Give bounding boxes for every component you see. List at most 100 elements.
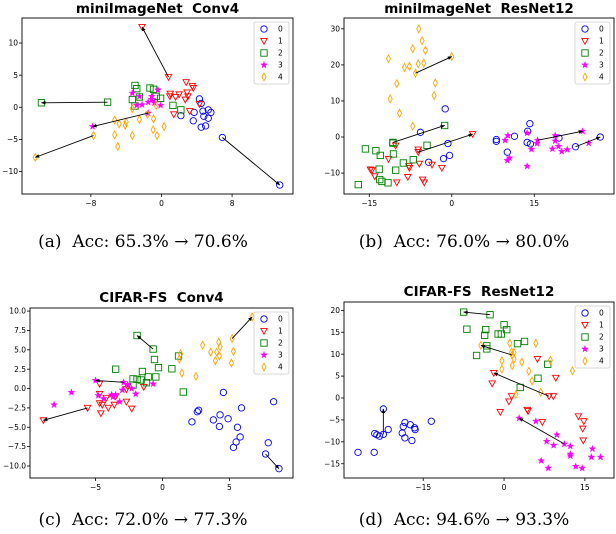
point-class-4: [529, 376, 535, 386]
point-class-3: [552, 430, 561, 439]
legend-label: 4: [278, 363, 283, 372]
point-class-4: [116, 119, 122, 129]
point-class-3: [578, 464, 587, 472]
subplot-c: CIFAR-FS Conv4 −5 0 5 −10.0 −7.5 −5.0 −2.5 0.0 2.…: [3, 290, 294, 530]
point-class-0: [237, 404, 246, 412]
point-class-4: [431, 90, 437, 101]
point-class-0: [194, 406, 203, 414]
point-class-1: [414, 149, 423, 157]
y-tick-label: 7.5: [14, 326, 26, 335]
subplot-b: miniImageNet ResNet12 −15 0 15 −10 0 10 20 30 0 1 2…: [324, 1, 615, 252]
point-class-3: [127, 384, 136, 392]
point-class-1: [96, 410, 105, 418]
legend-label: 1: [278, 37, 283, 46]
point-class-4: [513, 389, 519, 400]
point-class-4: [507, 338, 513, 348]
legend-marker-4: [582, 356, 588, 366]
point-class-3: [527, 145, 536, 153]
point-class-3: [115, 397, 124, 406]
point-class-1: [95, 400, 104, 408]
x-tick-label: −15: [361, 199, 377, 208]
point-class-0: [269, 398, 278, 406]
shift-arrow: [231, 316, 253, 339]
point-class-2: [144, 373, 152, 381]
legend-label: 0: [278, 315, 283, 324]
point-class-2: [372, 147, 380, 155]
point-class-3: [537, 456, 546, 465]
point-class-1: [127, 405, 136, 413]
point-class-0: [200, 112, 208, 120]
y-tick-label: 5.0: [14, 345, 26, 354]
point-class-2: [534, 374, 542, 382]
point-class-1: [507, 393, 516, 401]
x-tick-label: 0: [160, 483, 165, 492]
point-class-4: [217, 341, 223, 352]
point-class-2: [129, 375, 137, 383]
point-class-4: [396, 108, 403, 118]
point-class-2: [482, 325, 490, 334]
scatter-points: [354, 308, 605, 472]
point-class-2: [503, 325, 511, 334]
point-class-2: [500, 321, 508, 329]
point-class-0: [492, 135, 500, 144]
subplot-title: CIFAR-FS ResNet12: [404, 284, 555, 300]
y-tick-label: 20: [330, 60, 340, 69]
point-class-3: [587, 453, 596, 461]
point-class-2: [389, 150, 398, 158]
point-class-4: [412, 68, 419, 78]
point-class-3: [548, 144, 557, 153]
legend-marker-2: [260, 49, 268, 57]
point-class-3: [551, 136, 560, 145]
point-class-3: [505, 153, 514, 162]
point-class-3: [578, 127, 587, 135]
x-tick-label: 0: [159, 199, 164, 208]
point-class-1: [533, 355, 542, 364]
point-class-0: [189, 117, 197, 125]
legend-marker-0: [581, 309, 589, 317]
point-class-0: [408, 436, 416, 445]
point-class-0: [195, 95, 204, 103]
point-class-0: [204, 114, 212, 122]
y-tick-label: 10: [330, 97, 340, 106]
legend-marker-0: [260, 315, 268, 323]
point-class-0: [193, 408, 201, 416]
point-class-3: [571, 462, 580, 470]
point-class-4: [526, 366, 532, 377]
point-class-2: [169, 101, 177, 110]
point-class-2: [376, 175, 384, 184]
shift-arrow: [265, 453, 280, 470]
point-class-1: [545, 393, 554, 401]
point-class-0: [375, 432, 384, 440]
point-class-4: [519, 357, 525, 367]
point-class-4: [406, 61, 413, 72]
point-class-1: [579, 437, 588, 445]
point-class-3: [596, 453, 605, 461]
y-tick-label: −5: [329, 416, 340, 425]
point-class-2: [149, 345, 157, 353]
legend-label: 0: [599, 309, 604, 318]
point-class-0: [510, 132, 519, 140]
point-class-3: [533, 139, 541, 147]
point-class-4: [387, 94, 393, 104]
point-class-2: [150, 355, 159, 364]
shift-arrow: [42, 407, 88, 421]
legend-label: 4: [599, 73, 604, 82]
point-class-2: [179, 388, 187, 396]
x-tick-label: −15: [415, 483, 431, 492]
point-class-1: [488, 380, 497, 388]
legend-label: 2: [278, 49, 283, 58]
y-tick-label: −10.0: [3, 462, 26, 471]
legend-marker-0: [581, 25, 589, 33]
point-class-1: [403, 174, 412, 182]
y-tick-label: 0: [13, 103, 18, 112]
point-class-1: [104, 404, 113, 413]
shift-arrow: [141, 26, 169, 78]
subplot-caption: (d) Acc: 94.6% → 93.3%: [359, 510, 569, 530]
shift-arrow: [575, 136, 601, 148]
point-class-4: [144, 109, 150, 120]
legend-label: 2: [599, 49, 604, 58]
point-class-4: [449, 51, 455, 62]
point-class-2: [520, 337, 529, 346]
point-class-1: [171, 93, 180, 102]
point-class-4: [32, 152, 38, 163]
